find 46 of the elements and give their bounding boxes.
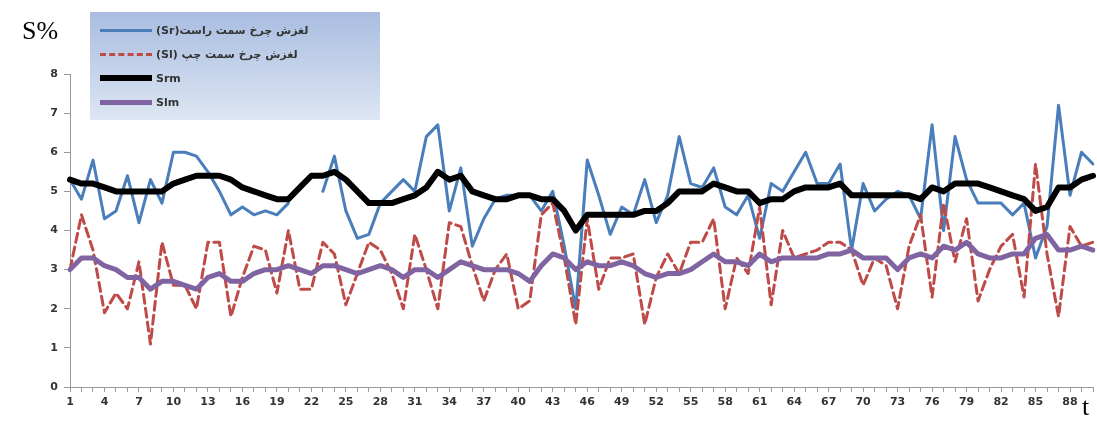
x-tick-label: 37 (476, 395, 492, 409)
x-tick-label: 7 (135, 395, 143, 409)
x-tick-label: 34 (441, 395, 458, 409)
x-tick-label: 85 (1027, 395, 1044, 409)
x-tick-label: 25 (338, 395, 354, 409)
line-series (68, 162, 1095, 346)
x-tick-label: 40 (510, 395, 527, 409)
x-tick-label: 64 (786, 395, 803, 409)
x-tick-label: 49 (614, 395, 630, 409)
y-tick-label: 5 (50, 184, 58, 198)
x-tick-label: 67 (820, 395, 837, 409)
x-tick-label: 58 (717, 395, 733, 409)
y-tick-label: 7 (50, 105, 58, 119)
y-tick-label: 4 (50, 223, 59, 237)
y-tick-label: 3 (50, 262, 58, 276)
legend-label: لغزش چرخ سمت چپ (Sl) (156, 47, 298, 61)
x-tick-label: 82 (993, 395, 1009, 409)
x-tick-label: 31 (407, 395, 423, 409)
x-axis-title: t (1082, 392, 1090, 422)
x-tick-label: 1 (66, 395, 74, 409)
y-tick-label: 1 (50, 340, 58, 354)
x-tick-label: 28 (372, 395, 388, 409)
x-tick-label: 52 (648, 395, 664, 409)
legend-label: لغزش چرخ سمت راست(Sr) (156, 23, 309, 37)
x-tick-label: 43 (545, 395, 561, 409)
y-axis-title: S% (22, 16, 59, 46)
x-tick-label: 61 (752, 395, 768, 409)
x-tick-label: 16 (234, 395, 251, 409)
x-tick-label: 55 (683, 395, 699, 409)
y-tick-label: 6 (50, 145, 59, 159)
x-tick-label: 10 (165, 395, 182, 409)
x-tick-label: 4 (100, 395, 109, 409)
legend-label: Slm (156, 95, 180, 109)
x-tick-label: 79 (958, 395, 975, 409)
y-tick-label: 0 (50, 379, 59, 393)
x-tick-label: 73 (889, 395, 906, 409)
x-tick-label: 70 (855, 395, 872, 409)
x-tick-label: 46 (579, 395, 596, 409)
x-tick-label: 88 (1062, 395, 1078, 409)
y-tick-label: 2 (50, 301, 58, 315)
x-tick-label: 19 (269, 395, 285, 409)
x-tick-label: 22 (303, 395, 320, 409)
legend-label: Srm (156, 71, 181, 85)
x-tick-label: 13 (200, 395, 216, 409)
x-tick-label: 76 (924, 395, 941, 409)
y-tick-label: 8 (50, 66, 58, 80)
